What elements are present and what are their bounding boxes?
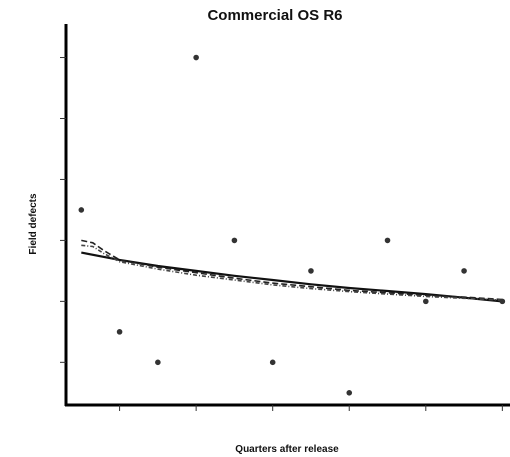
- plot-area: [60, 24, 510, 411]
- data-point: [193, 54, 199, 61]
- data-point: [384, 237, 391, 244]
- chart-title: Commercial OS R6: [207, 7, 342, 24]
- data-point: [422, 298, 429, 305]
- x-axis-label: Quarters after release: [235, 444, 339, 455]
- trend-line-dashed: [81, 239, 503, 301]
- data-point: [116, 329, 123, 335]
- data-point: [269, 359, 276, 366]
- data-point: [461, 268, 467, 274]
- trend-line-solid: [81, 251, 503, 303]
- trend-line-dotdash: [81, 244, 503, 301]
- data-point: [78, 207, 85, 213]
- y-axis-label: Field defects: [28, 193, 39, 255]
- data-point: [308, 268, 314, 274]
- data-point: [155, 359, 161, 366]
- data-point: [346, 390, 353, 396]
- data-point: [231, 237, 238, 244]
- data-point: [499, 298, 506, 305]
